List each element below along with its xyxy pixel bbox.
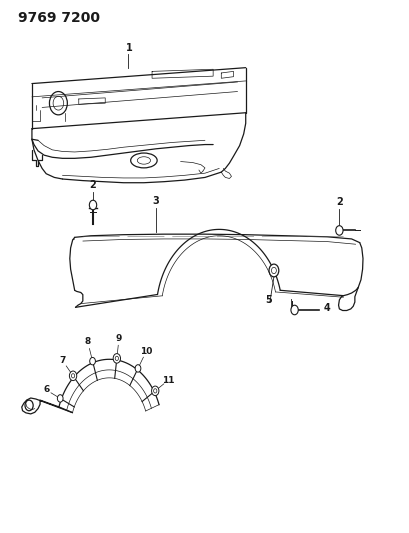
Text: 2: 2: [335, 197, 342, 207]
Circle shape: [268, 264, 278, 277]
Circle shape: [57, 395, 63, 402]
Text: 10: 10: [140, 347, 152, 356]
Text: 5: 5: [265, 295, 272, 305]
Text: 7: 7: [59, 357, 66, 365]
Circle shape: [153, 389, 157, 393]
Circle shape: [113, 353, 120, 363]
Text: 2: 2: [90, 180, 96, 190]
Text: 3: 3: [153, 196, 159, 206]
Text: 8: 8: [84, 337, 91, 346]
Circle shape: [335, 225, 342, 235]
Circle shape: [71, 374, 74, 378]
Text: 1: 1: [126, 43, 133, 53]
Circle shape: [89, 200, 97, 210]
Text: 4: 4: [323, 303, 330, 313]
Circle shape: [90, 358, 95, 365]
Circle shape: [115, 356, 118, 360]
Text: 6: 6: [43, 385, 49, 394]
Text: 11: 11: [162, 376, 174, 385]
Circle shape: [151, 386, 159, 395]
Circle shape: [290, 305, 297, 315]
Text: 9769 7200: 9769 7200: [18, 11, 99, 25]
Circle shape: [69, 371, 76, 381]
Circle shape: [135, 365, 141, 372]
Text: 9: 9: [115, 334, 122, 343]
